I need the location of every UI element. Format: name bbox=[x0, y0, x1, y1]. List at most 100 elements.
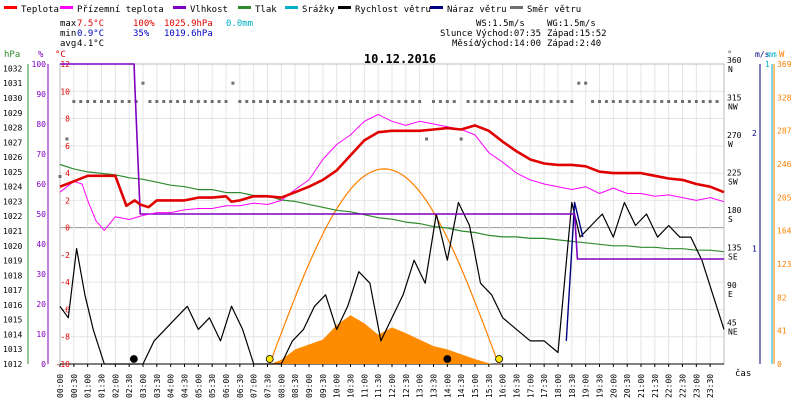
wind-direction-dot bbox=[238, 100, 242, 103]
x-tick-label: 21:00 bbox=[637, 374, 646, 398]
wind-direction-dot bbox=[314, 100, 318, 103]
solar-tick-label: 328 bbox=[777, 93, 792, 102]
x-tick-label: 21:30 bbox=[651, 374, 660, 398]
wind-tick-label: 1 bbox=[752, 245, 757, 254]
hum-tick-label: 10 bbox=[36, 330, 46, 339]
legend-label-press: Tlak bbox=[255, 5, 277, 15]
legend-label-hum: Vlhkost bbox=[190, 5, 228, 15]
wind-direction-dot bbox=[72, 100, 76, 103]
x-tick-label: 09:00 bbox=[305, 374, 314, 398]
stat-label-max: max bbox=[60, 19, 77, 29]
wind-direction-dot bbox=[591, 100, 595, 103]
wind-direction-dot bbox=[106, 100, 110, 103]
press-tick-label: 1025 bbox=[3, 168, 22, 177]
solar-tick-label: 41 bbox=[777, 327, 787, 336]
sun-label: Slunce bbox=[440, 29, 473, 39]
dir-compass-label: SW bbox=[728, 178, 738, 187]
hum-tick-label: 70 bbox=[36, 150, 46, 159]
temp-tick-label: -8 bbox=[60, 333, 70, 342]
wind-tick-label: 2 bbox=[752, 129, 757, 138]
sunset-marker bbox=[495, 355, 503, 363]
legend-swatch-hum bbox=[173, 6, 186, 9]
theoretical-solar-line bbox=[269, 168, 500, 365]
wind-direction-dot bbox=[58, 175, 62, 178]
wind-direction-dot bbox=[279, 100, 283, 103]
wind-direction-dot bbox=[321, 100, 325, 103]
press-tick-label: 1017 bbox=[3, 286, 22, 295]
dir-tick-label: 135 bbox=[727, 244, 742, 253]
x-tick-label: 02:30 bbox=[125, 374, 134, 398]
wind-direction-dot bbox=[625, 100, 629, 103]
wind-direction-dot bbox=[86, 100, 90, 103]
wind-direction-dot bbox=[646, 100, 650, 103]
wind-direction-dot bbox=[459, 137, 463, 141]
temp-tick-label: 8 bbox=[65, 115, 70, 124]
dir-tick-label: 225 bbox=[727, 169, 742, 178]
x-tick-label: 02:00 bbox=[111, 374, 120, 398]
wind-direction-dot bbox=[570, 100, 574, 103]
wind-direction-dot bbox=[390, 100, 394, 103]
legend-swatch-wind bbox=[338, 6, 351, 9]
wind-direction-dot bbox=[708, 100, 712, 103]
x-tick-label: 12:00 bbox=[388, 374, 397, 398]
unit-press: hPa bbox=[4, 50, 20, 60]
stat-label-min: min bbox=[60, 29, 76, 39]
wind-direction-dot bbox=[521, 100, 525, 103]
wind-direction-dot bbox=[694, 100, 698, 103]
stat-temp-min: 0.9°C bbox=[77, 29, 104, 39]
dir-compass-label: S bbox=[728, 215, 733, 224]
x-tick-label: 10:00 bbox=[333, 374, 342, 398]
humidity-line bbox=[60, 63, 724, 260]
wind-direction-dot bbox=[189, 100, 193, 103]
x-tick-label: 07:30 bbox=[264, 374, 273, 398]
press-tick-label: 1028 bbox=[3, 124, 22, 133]
solar-tick-label: 82 bbox=[777, 293, 787, 302]
wind-direction-dot bbox=[176, 100, 180, 103]
wind-direction-dot bbox=[342, 100, 346, 103]
x-tick-label: 11:30 bbox=[374, 374, 383, 398]
stat-hum-min: 35% bbox=[133, 29, 150, 39]
x-tick-label: 17:00 bbox=[526, 374, 535, 398]
wind-direction-dot bbox=[701, 100, 705, 103]
wind-direction-dot bbox=[397, 100, 401, 103]
unit-dir: ° bbox=[727, 50, 732, 60]
wind-direction-dot bbox=[217, 100, 221, 103]
press-tick-label: 1014 bbox=[3, 330, 22, 339]
wind-direction-dot bbox=[272, 100, 276, 103]
x-tick-label: 20:30 bbox=[623, 374, 632, 398]
dir-tick-label: 90 bbox=[727, 281, 737, 290]
wind-direction-dot bbox=[100, 100, 103, 103]
press-tick-label: 1029 bbox=[3, 109, 22, 118]
wind-direction-dot bbox=[286, 100, 290, 103]
wind-direction-dot bbox=[404, 100, 408, 103]
wind-direction-dot bbox=[681, 100, 684, 103]
unit-rain: mm bbox=[767, 50, 777, 59]
wind-direction-dot bbox=[494, 100, 498, 103]
dir-tick-label: 360 bbox=[727, 56, 742, 65]
dir-compass-label: E bbox=[728, 290, 733, 299]
temp-tick-label: 2 bbox=[65, 196, 70, 205]
wind-direction-dot bbox=[556, 100, 560, 103]
unit-temp: °C bbox=[55, 50, 66, 60]
press-tick-label: 1022 bbox=[3, 212, 22, 221]
stat-temp-avg: 4.1°C bbox=[77, 39, 104, 49]
temp-tick-label: -4 bbox=[60, 278, 70, 287]
legend-label-dir: Směr větru bbox=[527, 5, 581, 15]
temp-tick-label: 4 bbox=[65, 169, 70, 178]
solar-tick-label: 287 bbox=[777, 127, 792, 136]
x-tick-label: 18:30 bbox=[568, 374, 577, 398]
wind-direction-dot bbox=[715, 100, 719, 103]
wind-direction-dot bbox=[480, 100, 484, 103]
wind-direction-dot bbox=[418, 100, 422, 103]
legend-swatch-rain bbox=[285, 6, 298, 9]
sunset-time: Západ:15:52 bbox=[547, 29, 607, 39]
wind-direction-dot bbox=[604, 100, 608, 103]
wind-direction-dot bbox=[535, 100, 539, 103]
sunrise-marker bbox=[265, 355, 274, 363]
solar-tick-label: 164 bbox=[777, 227, 792, 236]
legend-label-rain: Srážky bbox=[302, 5, 335, 15]
legend-label-gust: Náraz větru bbox=[447, 5, 507, 15]
wind-direction-dot bbox=[203, 100, 207, 103]
wind-direction-dot bbox=[259, 100, 263, 103]
wind-direction-dot bbox=[383, 100, 387, 103]
